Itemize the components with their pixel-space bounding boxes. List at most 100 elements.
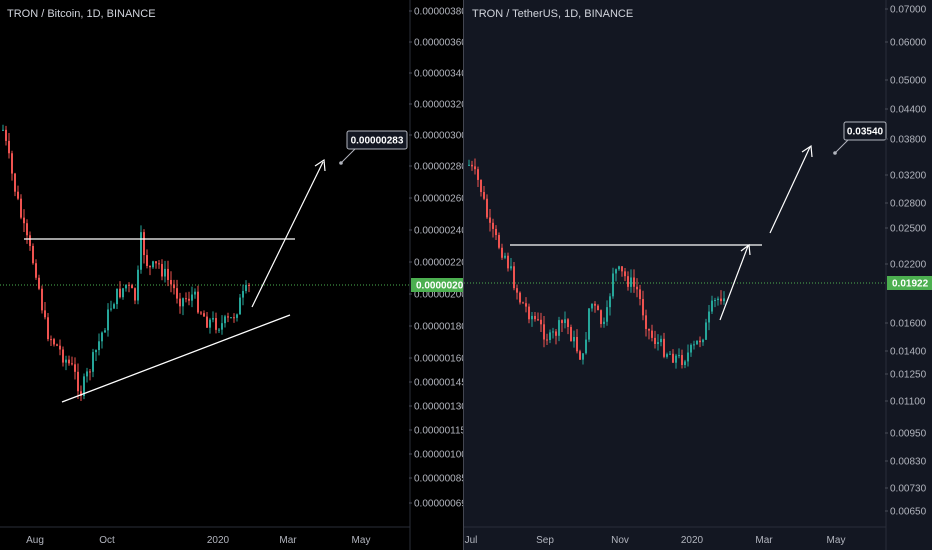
left-candle-body — [14, 173, 16, 192]
right-candle-body — [705, 322, 707, 340]
left-candle-body — [206, 316, 208, 328]
right-candle-body — [630, 277, 632, 287]
right-price-tick: 0.00730 — [890, 484, 927, 495]
right-candle-body — [603, 321, 605, 324]
right-candle-body — [642, 299, 644, 316]
left-time-axis[interactable]: Aug Oct 2020 Mar May — [26, 535, 370, 546]
left-time-tick: Oct — [99, 535, 115, 546]
left-candle-body — [188, 298, 190, 301]
left-candles-group — [2, 124, 250, 401]
left-projection-arrow[interactable] — [251, 158, 326, 308]
left-candle-body — [173, 284, 175, 289]
right-target-callout[interactable]: 0.03540 — [833, 121, 887, 155]
right-candle-body — [654, 337, 656, 345]
left-candle-body — [209, 319, 211, 328]
left-price-tick: 0.00000340 — [414, 69, 463, 80]
right-candle-body — [708, 311, 710, 323]
right-candle-body — [723, 298, 725, 302]
left-candle-body — [86, 371, 88, 377]
right-price-axis[interactable]: 0.07000 0.06000 0.05000 0.04400 0.03800 0.032… — [885, 5, 927, 518]
left-price-tick: 0.00000360 — [414, 38, 463, 49]
right-candle-body — [501, 247, 503, 258]
left-target-callout[interactable]: 0.00000283 — [339, 130, 408, 165]
right-candle-body — [573, 336, 575, 342]
right-price-tick: 0.02800 — [890, 199, 927, 210]
right-candle-body — [480, 179, 482, 193]
right-candle-body — [609, 296, 611, 308]
left-candle-body — [113, 304, 115, 309]
left-candle-body — [191, 294, 193, 301]
right-candle-body — [513, 266, 515, 289]
right-candle-body — [645, 315, 647, 329]
left-time-tick: May — [352, 535, 371, 546]
left-candle-body — [245, 284, 247, 292]
left-candle-body — [8, 140, 10, 154]
right-candle-body — [663, 338, 665, 357]
right-candle-body — [537, 319, 539, 321]
right-candle-body — [693, 344, 695, 346]
left-candle-body — [200, 312, 202, 314]
right-candles-group — [468, 158, 725, 369]
left-price-tick: 0.00000115 — [414, 426, 463, 437]
right-candle-body — [492, 222, 494, 229]
left-candle-body — [44, 310, 46, 318]
right-candle-body — [711, 300, 713, 312]
left-candle-body — [161, 264, 163, 277]
right-time-axis[interactable]: Jul Sep Nov 2020 Mar May — [465, 535, 846, 546]
right-time-tick: Nov — [611, 535, 629, 546]
left-candle-body — [59, 345, 61, 350]
right-time-tick: May — [827, 535, 846, 546]
left-price-tick: 0.00000300 — [414, 131, 463, 142]
right-chart-canvas[interactable]: 0.03540 0.07000 0.06000 0.05000 0.04400 0.03… — [464, 0, 932, 550]
left-candle-body — [170, 279, 172, 285]
right-price-tick: 0.01250 — [890, 370, 927, 381]
left-candle-body — [17, 191, 19, 199]
right-candle-body — [486, 198, 488, 218]
left-chart-canvas[interactable]: 0.00000283 0.00000380 0.00000360 0.0000034… — [0, 0, 463, 550]
right-candle-body — [606, 307, 608, 322]
right-candle-body — [576, 336, 578, 352]
left-candle-body — [218, 329, 220, 331]
left-price-axis[interactable]: 0.00000380 0.00000360 0.00000340 0.00000320… — [409, 7, 463, 510]
left-candle-body — [131, 285, 133, 289]
left-price-tick: 0.00000069 — [414, 499, 463, 510]
left-candle-body — [68, 359, 70, 364]
left-candle-body — [41, 288, 43, 311]
left-candle-body — [167, 268, 169, 280]
left-price-tick: 0.00000160 — [414, 354, 463, 365]
right-candle-body — [474, 166, 476, 170]
left-candle-body — [122, 288, 124, 298]
pane-divider[interactable] — [463, 0, 464, 550]
right-candle-body — [552, 331, 554, 333]
right-candle-body — [612, 273, 614, 297]
left-candle-body — [80, 391, 82, 396]
right-candle-body — [639, 289, 641, 300]
left-candle-body — [50, 339, 52, 341]
left-time-tick: Mar — [279, 535, 297, 546]
right-price-tick: 0.03800 — [890, 135, 927, 146]
left-candle-body — [197, 291, 199, 313]
left-support-trendline[interactable] — [61, 314, 291, 403]
left-chart-title: TRON / Bitcoin, 1D, BINANCE — [7, 8, 156, 20]
left-price-tick: 0.00000100 — [414, 450, 463, 461]
right-candle-body — [564, 319, 566, 324]
left-candle-body — [221, 323, 223, 330]
right-projection-arrow-1[interactable] — [719, 243, 751, 321]
right-candle-body — [648, 328, 650, 331]
right-chart-pane[interactable]: 0.03540 0.07000 0.06000 0.05000 0.04400 0.03… — [464, 0, 932, 550]
right-candle-body — [549, 332, 551, 340]
right-projection-arrow-2[interactable] — [769, 144, 813, 234]
left-candle-body — [98, 341, 100, 351]
left-time-tick: 2020 — [207, 535, 230, 546]
right-candle-body — [597, 305, 599, 311]
right-candle-body — [534, 315, 536, 320]
right-candle-body — [516, 288, 518, 293]
left-candle-body — [179, 298, 181, 307]
left-chart-pane[interactable]: 0.00000283 0.00000380 0.00000360 0.0000034… — [0, 0, 463, 550]
right-candle-body — [717, 298, 719, 301]
left-price-tick: 0.00000220 — [414, 258, 463, 269]
right-candle-body — [519, 292, 521, 303]
left-candle-body — [164, 268, 166, 277]
left-candle-body — [65, 359, 67, 363]
